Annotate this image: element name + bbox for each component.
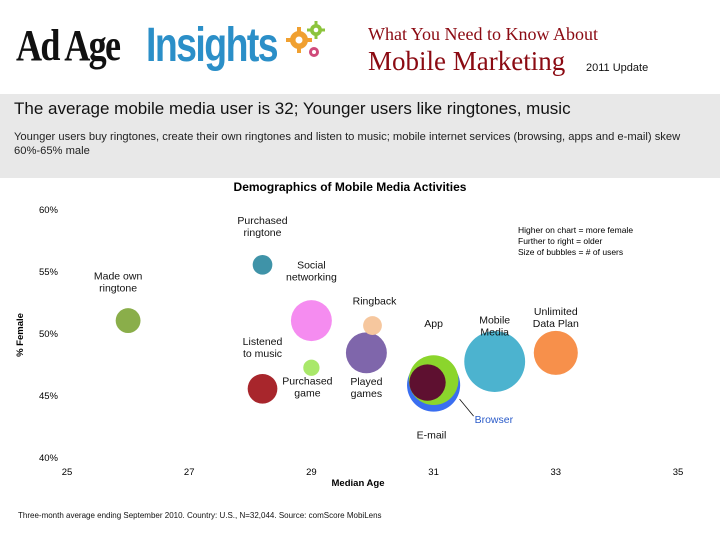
bubble-label: Made own ringtone <box>94 271 143 295</box>
bubble-label-line: Listened <box>243 336 283 348</box>
gear-icon <box>307 21 325 39</box>
y-tick-label: 55% <box>39 267 59 278</box>
y-tick-label: 50% <box>39 329 59 340</box>
bubble-label-line: game <box>294 388 320 400</box>
bubble-label-line: Browser <box>475 414 514 426</box>
slide-headline: The average mobile media user is 32; You… <box>14 99 571 118</box>
bubble-label-line: ringtone <box>99 283 137 295</box>
x-tick-label: 33 <box>551 467 562 478</box>
bubble-label: Purchased game <box>282 376 332 400</box>
x-tick-label: 27 <box>184 467 195 478</box>
bubble-social-networking <box>290 300 332 342</box>
header-update-label: 2011 Update <box>586 62 649 74</box>
bubble-label-line: Unlimited <box>534 306 578 318</box>
bubble-label: Ringback <box>353 296 398 308</box>
slide-subtext: Younger users buy ringtones, create thei… <box>14 131 681 157</box>
bubble-label: Unlimited Data Plan <box>533 306 579 330</box>
legend-note-line: Higher on chart = more female <box>518 225 633 235</box>
bubble-label-line: Ringback <box>353 296 398 308</box>
bubble-label: Purchased ringtone <box>237 215 287 239</box>
bubble-label: Mobile Media <box>479 315 510 339</box>
bubble-label: Browser <box>475 414 514 426</box>
bubble-label: Listened to music <box>243 336 283 360</box>
header-title-line2: Mobile Marketing <box>368 46 566 76</box>
bubble-purchased-ringtone <box>252 254 273 275</box>
bubble-ringback <box>363 316 382 335</box>
y-axis-label: % Female <box>15 313 26 357</box>
logo-insights-text: Insights <box>146 19 279 72</box>
bubble-label-line: to music <box>243 348 282 360</box>
bubble-mobile-media <box>464 331 526 392</box>
bubble-label-line: Purchased <box>237 215 287 227</box>
legend-note-line: Further to right = older <box>518 236 603 246</box>
x-tick-label: 29 <box>306 467 317 478</box>
bubble-label: Social networking <box>286 260 337 284</box>
bubble-label-line: games <box>351 388 383 400</box>
bubble-label-line: Purchased <box>282 376 332 388</box>
bubble-label-line: networking <box>286 272 337 284</box>
bubble-made-own-ringtone <box>115 308 141 334</box>
bubble-label-line: App <box>424 318 443 330</box>
legend-note-line: Size of bubbles = # of users <box>518 247 623 257</box>
header-title-line1: What You Need to Know About <box>368 24 598 44</box>
chart-legend-note: Higher on chart = more female Further to… <box>518 225 633 257</box>
x-tick-label: 25 <box>62 467 73 478</box>
bubble-label-line: Made own <box>94 271 143 283</box>
bubble-label-line: E-mail <box>417 430 447 442</box>
logo-ad-age-text: Ad Age <box>16 21 121 70</box>
bubble-e-mail <box>409 364 446 401</box>
source-footnote: Three-month average ending September 201… <box>18 511 382 520</box>
bubble-label: E-mail <box>417 430 447 442</box>
bubble-unlimited-data-plan <box>533 330 578 375</box>
bubble-chart: Demographics of Mobile Media Activities … <box>15 180 684 489</box>
bubble-played-games <box>345 332 387 374</box>
x-axis-label: Median Age <box>332 478 385 489</box>
y-tick-label: 40% <box>39 453 59 464</box>
bubble-purchased-game <box>303 359 320 376</box>
y-tick-label: 45% <box>39 391 59 402</box>
bubble-label-line: ringtone <box>244 227 282 239</box>
bubble-listened-to-music <box>247 373 278 404</box>
gear-icon <box>309 47 319 57</box>
y-tick-label: 60% <box>39 205 59 216</box>
bubble-label-line: Social <box>297 260 326 272</box>
x-tick-label: 31 <box>428 467 439 478</box>
gear-icon <box>286 27 312 53</box>
browser-leader-line <box>459 398 474 417</box>
bubble-label: Played games <box>350 376 382 400</box>
bubble-label-line: Played <box>350 376 382 388</box>
bubble-label: App <box>424 318 443 330</box>
chart-title: Demographics of Mobile Media Activities <box>234 180 467 194</box>
ad-age-insights-logo <box>286 21 325 57</box>
bubble-label-line: Mobile <box>479 315 510 327</box>
headline-band <box>0 94 720 178</box>
bubble-label-line: Data Plan <box>533 318 579 330</box>
bubble-label-line: Media <box>480 327 509 339</box>
x-tick-label: 35 <box>673 467 684 478</box>
